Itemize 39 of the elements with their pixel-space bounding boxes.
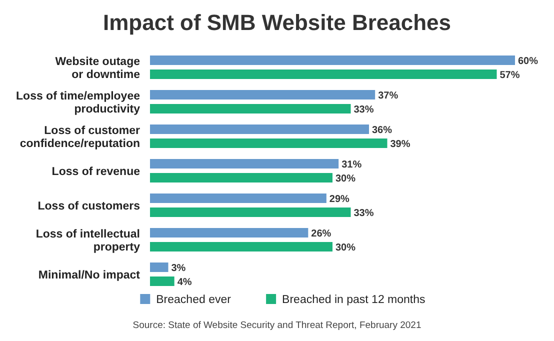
bar	[150, 159, 339, 168]
source-note: Source: State of Website Security and Threat Report, February 2021	[132, 320, 422, 331]
data-label: 29%	[329, 194, 350, 205]
data-label: 37%	[378, 90, 398, 102]
data-label: 30%	[336, 173, 356, 184]
data-label: 36%	[372, 124, 392, 136]
y-tick-label: Loss of customer confidence/reputation	[20, 124, 141, 150]
data-label: 26%	[311, 228, 332, 240]
data-label: 3%	[171, 262, 186, 274]
data-label: 33%	[354, 208, 374, 219]
bar	[150, 104, 351, 114]
y-tick-label: Website outage or downtime	[55, 56, 140, 81]
bar	[150, 242, 332, 252]
legend-label: Breached ever	[156, 294, 232, 306]
bar	[150, 208, 351, 217]
data-label: 4%	[177, 276, 192, 288]
bar	[150, 138, 388, 148]
bar	[150, 173, 332, 182]
y-tick-label: Loss of time/employee productivity	[16, 90, 141, 116]
data-label: 57%	[500, 70, 520, 81]
y-tick-label: Loss of intellectual property	[36, 228, 141, 254]
bar	[150, 228, 308, 238]
y-tick-label: Minimal/No impact	[38, 269, 140, 282]
bar	[150, 262, 168, 272]
bar	[150, 56, 515, 65]
bar	[150, 124, 369, 134]
legend-label: Breached in past 12 months	[282, 294, 426, 306]
y-tick-label: Loss of revenue	[52, 166, 140, 178]
data-label: 30%	[336, 242, 356, 254]
bar	[150, 70, 497, 79]
data-label: 60%	[518, 56, 538, 67]
data-label: 31%	[342, 159, 362, 170]
bar	[150, 90, 376, 100]
chart-title: Impact of SMB Website Breaches	[102, 10, 452, 35]
data-label: 39%	[390, 138, 410, 150]
bar	[150, 194, 326, 203]
bar	[150, 276, 174, 286]
data-label: 33%	[354, 104, 374, 116]
y-tick-label: Loss of customers	[38, 200, 140, 212]
